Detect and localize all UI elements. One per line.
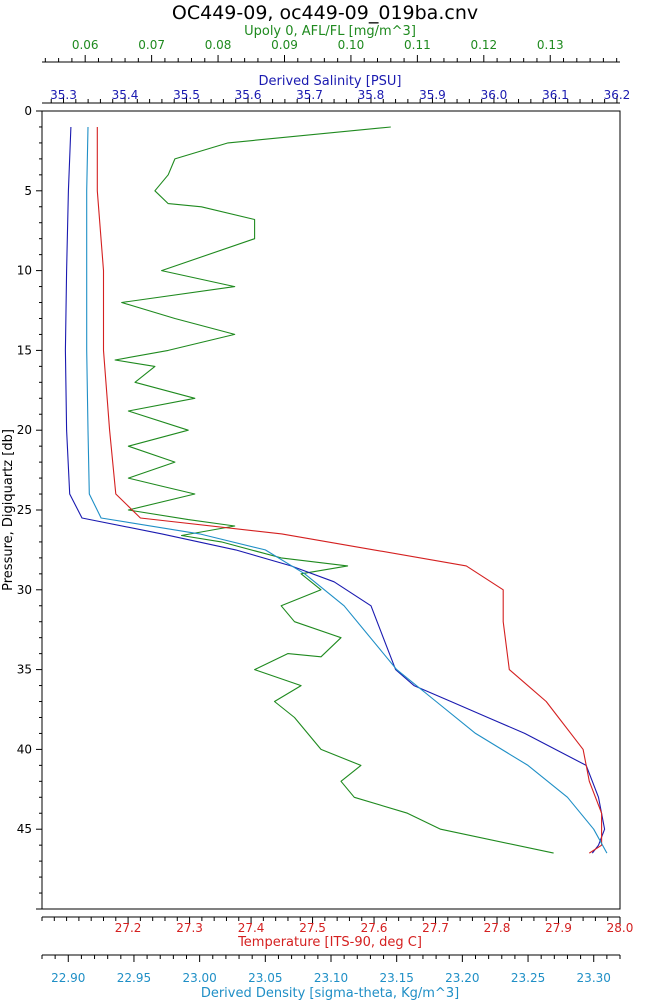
dens-tick-label: 23.30 [577, 971, 611, 985]
sal-tick-label: 36.1 [542, 88, 569, 102]
dens-profile-line [86, 126, 608, 854]
axes-layer: 0 5 10 15 20 25 30 35 40 45 Pressure, Digiquartz [… [1, 24, 633, 1000]
temp-tick-label: 27.4 [238, 921, 265, 935]
sal-tick-label: 35.9 [419, 88, 446, 102]
dens-tick-label: 23.05 [248, 971, 282, 985]
temp-profile-line [96, 127, 603, 854]
sal-tick-label: 35.4 [112, 88, 139, 102]
temp-tick-label: 27.9 [545, 921, 572, 935]
fluor-tick-label: 0.06 [72, 38, 99, 52]
temp-tick-label: 27.7 [422, 921, 449, 935]
dens-tick-label: 23.15 [380, 971, 414, 985]
temp-tick-label: 28.0 [607, 921, 634, 935]
y-tick-label: 30 [17, 583, 32, 597]
sal-profile-line [64, 126, 606, 854]
dens-tick-label: 23.25 [511, 971, 545, 985]
y-axis-label: Pressure, Digiquartz [db] [1, 429, 16, 591]
dens-tick-label: 22.95 [117, 971, 151, 985]
y-tick-label: 0 [24, 104, 32, 118]
y-tick-label: 40 [17, 742, 32, 756]
fluor-tick-label: 0.10 [338, 38, 365, 52]
y-tick-label: 5 [24, 184, 32, 198]
fluor-tick-label: 0.12 [470, 38, 497, 52]
y-tick-label: 10 [17, 264, 32, 278]
temp-tick-label: 27.6 [361, 921, 388, 935]
fluor-tick-label: 0.07 [138, 38, 165, 52]
sal-tick-label: 35.7 [296, 88, 323, 102]
temp-tick-label: 27.5 [299, 921, 326, 935]
dens-tick-label: 22.90 [51, 971, 85, 985]
series-layer [64, 126, 608, 854]
sal-tick-label: 35.5 [173, 88, 200, 102]
sal-tick-label: 35.6 [235, 88, 262, 102]
temp-tick-label: 27.3 [176, 921, 203, 935]
sal-tick-label: 35.8 [358, 88, 385, 102]
fluor-tick-label: 0.11 [404, 38, 431, 52]
fluor-profile-line [114, 126, 554, 854]
sal-tick-label: 36.0 [481, 88, 508, 102]
sal-axis-label: Derived Salinity [PSU] [258, 74, 401, 89]
fluor-axis-label: Upoly 0, AFL/FL [mg/m^3] [244, 24, 416, 39]
dens-tick-label: 23.00 [182, 971, 216, 985]
y-tick-label: 20 [17, 423, 32, 437]
y-tick-label: 15 [17, 343, 32, 357]
y-tick-label: 35 [17, 663, 32, 677]
dens-axis-label: Derived Density [sigma-theta, Kg/m^3] [201, 986, 459, 1000]
temp-tick-label: 27.2 [115, 921, 142, 935]
temp-axis-label: Temperature [ITS-90, deg C] [237, 935, 422, 950]
fluor-tick-label: 0.13 [537, 38, 564, 52]
temp-tick-label: 27.8 [484, 921, 511, 935]
sal-tick-label: 36.2 [604, 88, 631, 102]
y-tick-label: 45 [17, 822, 32, 836]
dens-tick-label: 23.10 [314, 971, 348, 985]
fluor-tick-label: 0.08 [205, 38, 232, 52]
fluor-tick-label: 0.09 [271, 38, 298, 52]
sal-tick-label: 35.3 [50, 88, 77, 102]
y-tick-label: 25 [17, 503, 32, 517]
chart-title: OC449-09, oc449-09_019ba.cnv [172, 2, 478, 24]
dens-tick-label: 23.20 [445, 971, 479, 985]
